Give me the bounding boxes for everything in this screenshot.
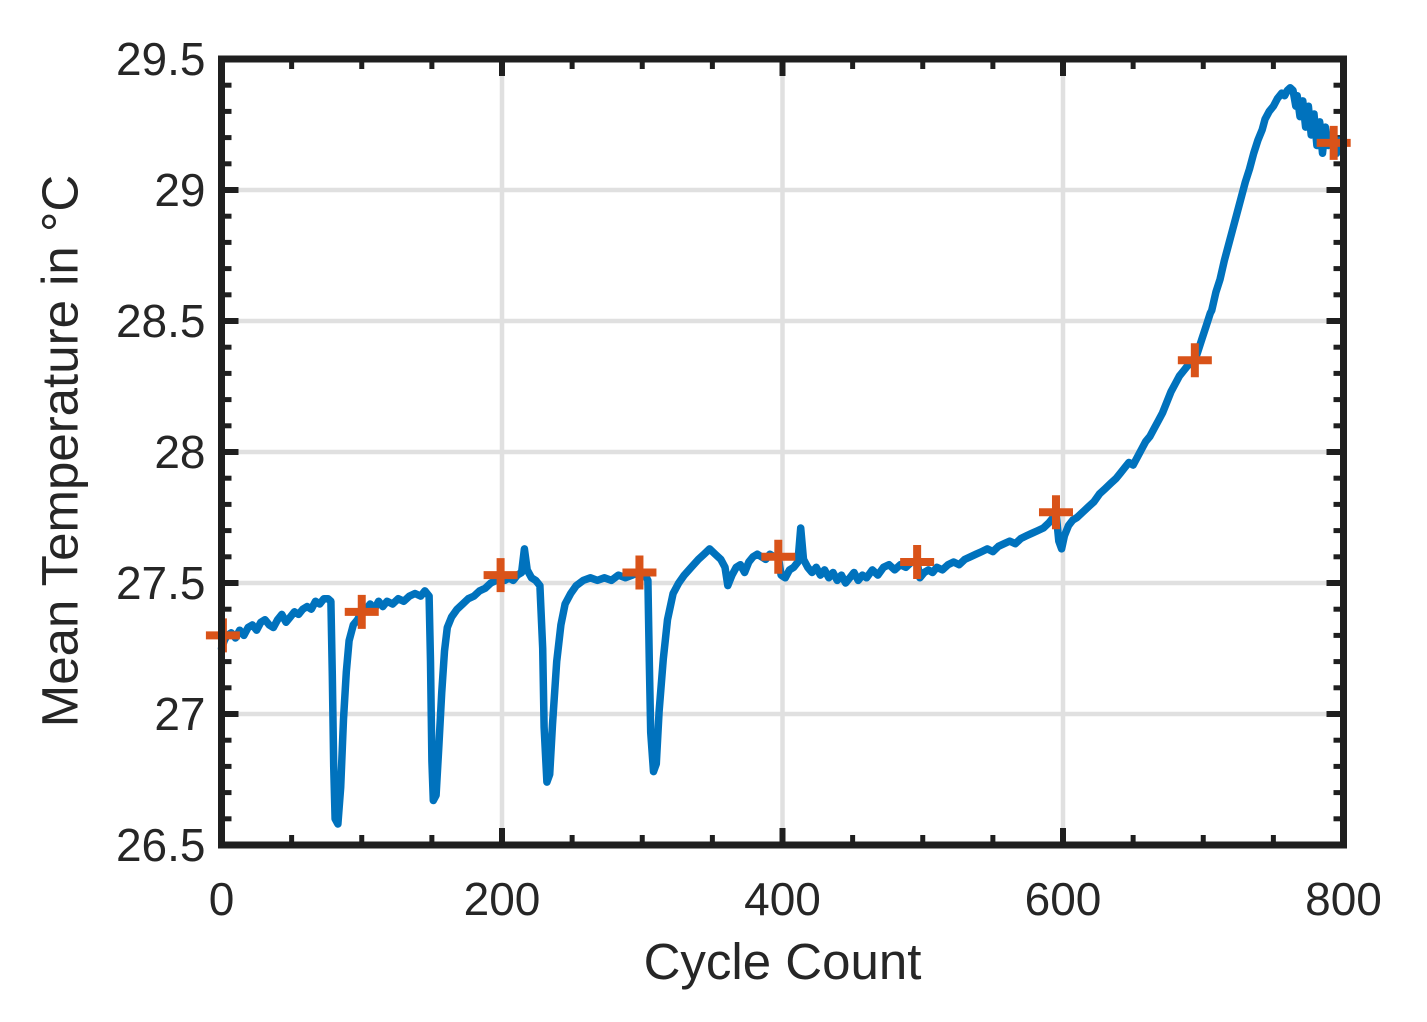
x-tick-label: 200 [464, 873, 541, 925]
y-axis-label: Mean Temperature in °C [31, 174, 89, 728]
sample-marker [1177, 343, 1212, 378]
x-axis-label: Cycle Count [643, 933, 922, 990]
axes-box [218, 55, 1347, 849]
sample-marker [900, 545, 935, 580]
y-tick-label: 29 [154, 164, 205, 216]
y-tick-label: 27.5 [116, 557, 206, 609]
sample-marker [344, 594, 379, 629]
y-tick-label: 28.5 [116, 295, 206, 347]
y-tick-label: 27 [154, 688, 205, 740]
sample-marker [761, 539, 796, 574]
y-tick-label: 28 [154, 426, 205, 478]
x-tick-label: 0 [209, 873, 235, 925]
y-tick-label: 26.5 [116, 819, 206, 871]
x-tick-label: 400 [744, 873, 821, 925]
sample-marker [483, 558, 518, 593]
x-tick-label: 600 [1025, 873, 1102, 925]
sample-marker [622, 555, 657, 590]
y-tick-label: 29.5 [116, 33, 206, 85]
sample-marker [1038, 495, 1073, 530]
x-tick-label: 800 [1305, 873, 1382, 925]
